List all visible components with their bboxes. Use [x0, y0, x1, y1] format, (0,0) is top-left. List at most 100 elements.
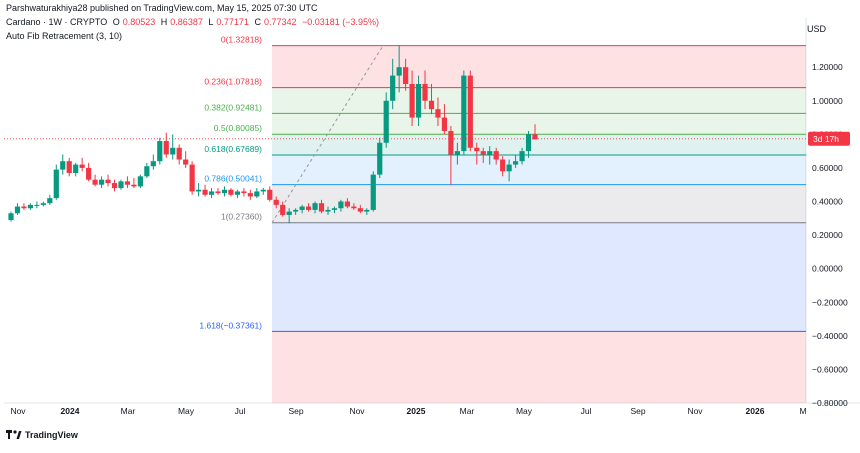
candle-body — [98, 179, 105, 185]
candle-body — [280, 204, 286, 215]
candle-body — [325, 209, 331, 212]
candle-body — [305, 206, 312, 210]
candle-body — [493, 151, 499, 160]
candle-body — [79, 164, 85, 168]
candle-body — [312, 203, 318, 210]
candle-body — [532, 134, 538, 140]
candle-body — [40, 203, 46, 205]
x-tick-label: M — [799, 406, 806, 416]
candle-body — [480, 151, 486, 155]
candle-body — [299, 206, 305, 210]
candle-body — [331, 208, 338, 210]
candle-body — [34, 204, 40, 206]
price-badge — [808, 131, 850, 146]
symbol-name[interactable]: Cardano · 1W · CRYPTO — [6, 17, 108, 27]
candle-body — [131, 184, 137, 187]
candle-body — [351, 206, 357, 209]
x-tick-label: Nov — [687, 406, 703, 416]
fib-trend-line — [271, 45, 384, 224]
x-tick-label: Jul — [235, 406, 246, 416]
candle-body — [202, 189, 208, 195]
candle-body — [364, 209, 370, 212]
candle-body — [228, 189, 234, 195]
publish-text: Parshwaturakhiya28 published on TradingV… — [6, 3, 318, 13]
candle-body — [344, 201, 350, 207]
candle-body — [150, 161, 156, 167]
indicator-legend[interactable]: Auto Fib Retracement (3, 10) — [6, 31, 125, 41]
candle-body — [454, 151, 460, 155]
x-tick-label: 2025 — [407, 406, 426, 416]
y-tick-label: −0.60000 — [812, 364, 848, 374]
high-value: 0.86387 — [170, 17, 203, 27]
candle-body — [474, 147, 480, 152]
candle-body — [47, 198, 53, 204]
candle-body — [273, 199, 279, 205]
y-tick-label: −0.80000 — [812, 398, 848, 408]
candle-body — [293, 209, 299, 212]
candle-body — [21, 206, 27, 209]
fib-level-label-1: 1(0.27360) — [221, 212, 262, 222]
x-tick-label: Mar — [121, 406, 136, 416]
candle-body — [467, 75, 473, 148]
candle-body — [435, 109, 441, 118]
candle-body — [92, 179, 98, 185]
x-tick-label: Nov — [10, 406, 26, 416]
x-tick-label: Nov — [349, 406, 365, 416]
candle-body — [525, 134, 532, 152]
candle-body — [390, 75, 396, 101]
fib-level-label-0.786: 0.786(0.50041) — [204, 174, 262, 184]
fib-zone-0.618 — [272, 155, 806, 185]
axis-currency: USD — [806, 24, 826, 34]
candle-body — [247, 193, 253, 197]
change-value: −0.03181 (−3.95%) — [302, 17, 380, 27]
candle-body — [221, 189, 228, 194]
candle-body — [267, 189, 273, 200]
indicator-name[interactable]: Auto Fib Retracement (3, 10) — [6, 31, 123, 41]
candle-body — [487, 151, 493, 155]
candle-body — [66, 161, 72, 173]
fib-level-label-1.618: 1.618(−0.37361) — [199, 320, 262, 330]
candle-body — [208, 191, 215, 195]
x-tick-label: 2024 — [61, 406, 80, 416]
fib-zone-0.236 — [272, 87, 806, 114]
x-tick-label: 2026 — [746, 406, 765, 416]
candle-body — [196, 189, 202, 192]
candle-body — [357, 208, 363, 212]
x-tick-label: May — [516, 406, 533, 416]
y-tick-label: 0.20000 — [812, 230, 843, 240]
candle-body — [183, 159, 189, 165]
candle-body — [260, 189, 266, 192]
brand-text: TradingView — [25, 430, 78, 440]
candle-body — [53, 169, 59, 199]
y-tick-label: −0.40000 — [812, 331, 848, 341]
fib-level-label-0.5: 0.5(0.80085) — [214, 123, 262, 133]
candle-body — [519, 151, 525, 162]
y-tick-label: 0.40000 — [812, 197, 843, 207]
y-tick-label: 0.60000 — [812, 163, 843, 173]
close-label: C — [254, 17, 261, 27]
candle-body — [500, 159, 506, 172]
fib-zone-0.5 — [272, 134, 806, 156]
high-label: H — [160, 17, 168, 27]
fib-zone-extension — [272, 331, 806, 403]
candle-body — [448, 130, 454, 155]
candle-body — [163, 141, 169, 155]
x-tick-label: Jul — [581, 406, 592, 416]
candle-body — [157, 141, 163, 162]
low-label: L — [208, 17, 214, 27]
candle-body — [318, 203, 325, 212]
candle-body — [403, 67, 409, 84]
candle-body — [215, 191, 221, 194]
candle-body — [461, 75, 467, 152]
candle-body — [506, 164, 512, 172]
candle-body — [441, 117, 448, 131]
candle-body — [73, 164, 79, 173]
fib-level-label-0.618: 0.618(0.67689) — [204, 144, 262, 154]
candle-body — [170, 147, 176, 155]
fib-zone-0.382 — [272, 113, 806, 135]
candle-body — [118, 181, 124, 189]
x-tick-label: Mar — [460, 406, 475, 416]
tradingview-logo-icon — [6, 430, 22, 439]
candle-body — [189, 164, 195, 192]
